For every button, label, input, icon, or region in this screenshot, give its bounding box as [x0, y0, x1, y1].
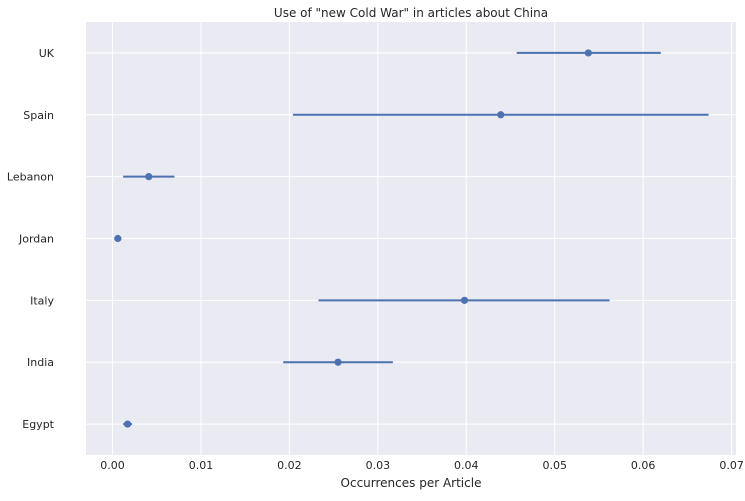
y-tick-label: India — [27, 356, 54, 369]
y-tick-label: UK — [39, 47, 55, 60]
tick-layer: 0.00 0.01 0.02 0.03 0.04 0.05 0.06 0.07 UK Spain L… — [7, 47, 744, 472]
x-tick-label: 0.05 — [542, 459, 567, 472]
x-tick-label: 0.00 — [100, 459, 125, 472]
data-point — [460, 296, 469, 304]
data-point — [497, 111, 505, 119]
x-tick-label: 0.04 — [454, 459, 479, 472]
data-point — [334, 358, 342, 366]
chart-title: Use of "new Cold War" in articles about … — [274, 6, 548, 20]
y-tick-label: Jordan — [18, 233, 54, 246]
x-tick-label: 0.01 — [189, 459, 214, 472]
x-axis-title: Occurrences per Article — [341, 476, 482, 490]
data-point — [145, 173, 153, 181]
data-point — [123, 420, 132, 428]
mark-layer — [114, 49, 709, 428]
data-point — [584, 49, 592, 57]
y-tick-label: Italy — [30, 294, 54, 307]
data-point — [114, 234, 122, 243]
x-tick-label: 0.06 — [631, 459, 656, 472]
y-tick-label: Spain — [23, 109, 54, 122]
x-tick-label: 0.03 — [366, 459, 391, 472]
y-tick-label: Egypt — [22, 418, 54, 431]
x-tick-label: 0.02 — [277, 459, 302, 472]
x-tick-label: 0.07 — [719, 459, 744, 472]
y-tick-label: Lebanon — [7, 171, 54, 184]
